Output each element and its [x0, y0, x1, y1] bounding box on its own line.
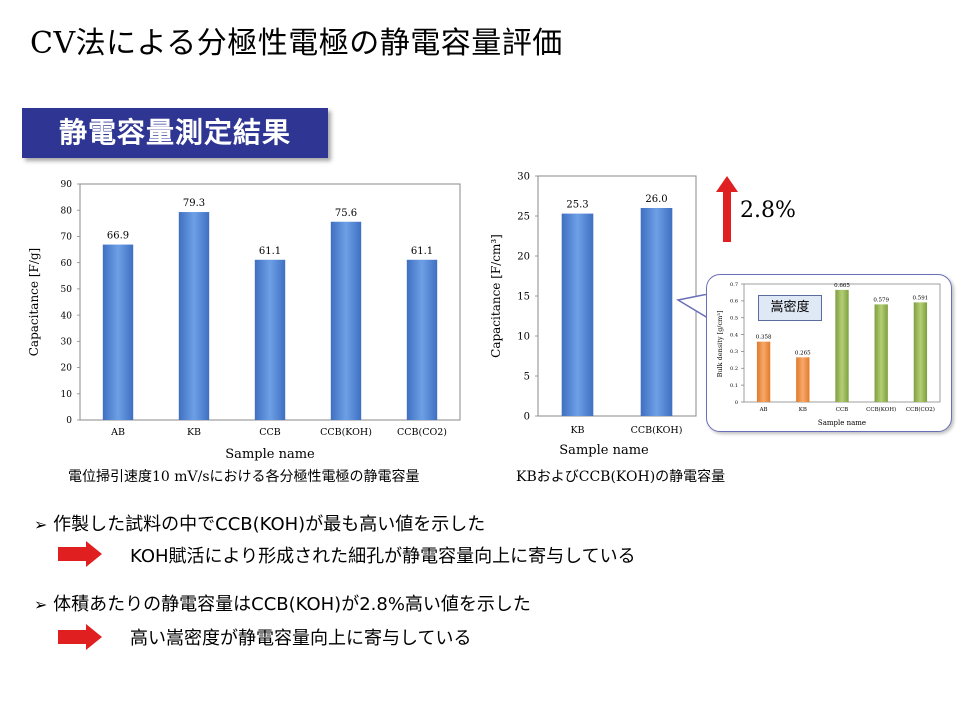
x-tick-label: KB	[187, 427, 201, 438]
bar	[330, 221, 362, 420]
x-tick-label: AB	[759, 407, 768, 413]
y-tick-label: 0	[66, 416, 72, 426]
bar	[756, 341, 771, 402]
x-tick-label: KB	[570, 425, 584, 436]
bar-value-label: 0.579	[873, 297, 889, 303]
x-axis-label: Sample name	[225, 447, 315, 462]
right-arrow-icon	[58, 541, 102, 567]
y-axis-label: Capacitance [F/g]	[27, 248, 41, 357]
x-tick-label: CCB	[836, 407, 848, 413]
section-badge: 静電容量測定結果	[22, 108, 328, 158]
y-tick-label: 25	[517, 212, 530, 223]
chart-capacitance-volumetric: 0 5 10 15 20 25 30 25.3 26.0 KB CCB(KOH) Sample …	[489, 172, 697, 458]
y-tick-label: 30	[61, 337, 73, 347]
bullet-text: 作製した試料の中でCCB(KOH)が最も高い値を示した	[53, 514, 486, 535]
x-axis-label: Sample name	[559, 443, 649, 458]
bar-value-label: 61.1	[411, 246, 433, 257]
bullet-item: ➢ 作製した試料の中でCCB(KOH)が最も高い値を示した	[34, 510, 485, 536]
y-tick-label: 0.2	[730, 366, 738, 372]
bar-value-label: 61.1	[259, 246, 281, 257]
y-tick-label: 0.3	[730, 349, 738, 355]
y-axis-label: Capacitance [F/cm³]	[489, 234, 503, 358]
bar	[640, 208, 673, 416]
bar-value-label: 0.591	[913, 295, 929, 301]
bar-value-label: 0.265	[795, 350, 811, 356]
bar	[178, 212, 210, 420]
y-tick-label: 5	[524, 372, 530, 383]
x-tick-label: KB	[799, 407, 807, 413]
chart-caption: KBおよびCCB(KOH)の静電容量	[516, 469, 726, 485]
y-tick-label: 70	[61, 233, 73, 243]
up-arrow-icon	[716, 176, 738, 242]
bar-value-label: 0.665	[834, 283, 850, 289]
x-tick-label: CCB(KOH)	[866, 406, 896, 413]
bar	[561, 213, 594, 416]
bar	[874, 304, 888, 402]
bar-value-label: 75.6	[335, 208, 357, 219]
bullet-text: 体積あたりの静電容量はCCB(KOH)が2.8%高い値を示した	[53, 594, 531, 615]
y-tick-label: 0.4	[730, 332, 738, 338]
bar-value-label: 79.3	[183, 198, 205, 209]
bar	[102, 244, 134, 420]
y-tick-label: 80	[61, 206, 73, 216]
y-tick-label: 60	[61, 259, 73, 269]
y-tick-label: 15	[517, 292, 530, 303]
right-arrow-icon	[58, 624, 102, 650]
bar	[796, 357, 810, 402]
callout-box	[706, 274, 952, 432]
y-tick-label: 50	[61, 285, 73, 295]
y-axis-label: Bulk density [g/cm³]	[716, 311, 724, 378]
bullet-subtext: 高い嵩密度が静電容量向上に寄与している	[130, 628, 472, 649]
y-tick-label: 0.7	[730, 282, 738, 288]
bar	[254, 259, 286, 420]
bar	[406, 259, 438, 420]
y-tick-label: 0	[524, 412, 530, 423]
x-tick-label: CCB	[259, 427, 281, 438]
y-tick-label: 10	[517, 332, 530, 343]
bar	[913, 302, 928, 402]
increase-percentage: 2.8%	[740, 198, 796, 223]
y-tick-label: 40	[61, 311, 73, 321]
bullet-item: ➢ 体積あたりの静電容量はCCB(KOH)が2.8%高い値を示した	[34, 590, 531, 616]
inset-label: 嵩密度	[758, 295, 822, 321]
arrowhead-bullet-icon: ➢	[34, 595, 48, 614]
x-tick-label: CCB(CO2)	[906, 406, 935, 413]
y-tick-label: 20	[517, 252, 530, 263]
y-tick-label: 0.6	[730, 299, 738, 305]
y-tick-label: 0	[735, 400, 738, 406]
chart-capacitance-gravimetric: 0 10 20 30 40 50 60 70 80 90 66.9 79.3 61.1 75.6 61.1…	[27, 180, 461, 462]
bullet-subtext: KOH賦活により形成された細孔が静電容量向上に寄与している	[130, 546, 636, 567]
chart-bulk-density: 0 0.1 0.2 0.3 0.4 0.5 0.6 0.7 0.358 0.265 0.665 0.…	[716, 282, 941, 427]
callout-pointer	[676, 294, 709, 320]
y-tick-label: 30	[517, 172, 530, 183]
y-tick-label: 20	[61, 364, 73, 374]
y-tick-label: 10	[61, 390, 73, 400]
x-axis-label: Sample name	[818, 419, 866, 427]
arrowhead-bullet-icon: ➢	[34, 515, 48, 534]
bar	[835, 289, 849, 402]
x-tick-label: AB	[110, 427, 125, 438]
bar-value-label: 25.3	[566, 200, 588, 211]
y-tick-label: 90	[61, 180, 73, 190]
y-tick-label: 0.1	[730, 383, 738, 389]
x-tick-label: CCB(CO2)	[397, 427, 447, 438]
chart-caption: 電位掃引速度10 mV/sにおける各分極性電極の静電容量	[68, 469, 420, 485]
slide-title: CV法による分極性電極の静電容量評価	[30, 26, 563, 61]
bar-value-label: 26.0	[645, 194, 667, 205]
bar-value-label: 66.9	[107, 231, 129, 242]
x-tick-label: CCB(KOH)	[631, 425, 683, 436]
y-tick-label: 0.5	[730, 315, 738, 321]
x-tick-label: CCB(KOH)	[320, 427, 372, 438]
bar-value-label: 0.358	[756, 335, 772, 341]
